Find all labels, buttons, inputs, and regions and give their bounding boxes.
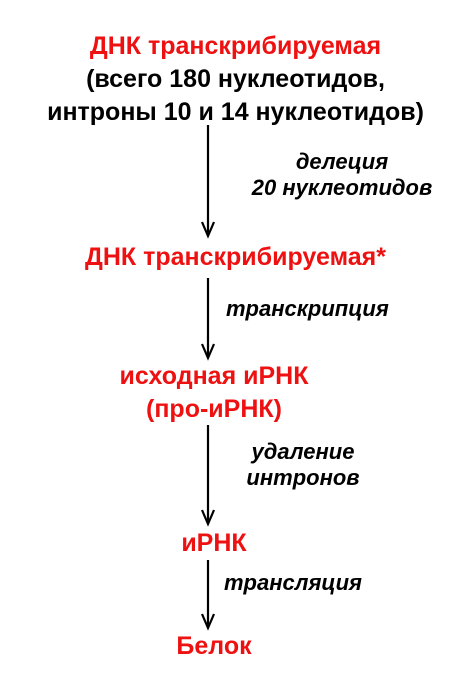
arrow-translation bbox=[200, 560, 216, 631]
step-splicing-line-2: интронов bbox=[246, 465, 360, 490]
step-translation: трансляция bbox=[224, 570, 404, 596]
step-transcription-label: транскрипция bbox=[226, 296, 389, 321]
step-transcription: транскрипция bbox=[226, 296, 436, 322]
node-pre-mrna: исходная иРНК (про-иРНК) bbox=[0, 360, 428, 426]
node-dna-modified: ДНК транскрибируемая* bbox=[0, 241, 471, 274]
node-dna-original-detail-2: интроны 10 и 14 нуклеотидов) bbox=[47, 98, 424, 126]
arrow-splicing bbox=[200, 425, 216, 527]
step-deletion-line-1: делеция bbox=[295, 149, 389, 174]
node-pre-mrna-line-1: исходная иРНК bbox=[119, 362, 309, 390]
arrow-transcription bbox=[200, 278, 216, 361]
node-protein-title: Белок bbox=[176, 632, 252, 660]
node-dna-original-detail-1: (всего 180 нуклеотидов, bbox=[86, 65, 385, 93]
node-pre-mrna-line-2: (про-иРНК) bbox=[146, 395, 282, 423]
step-splicing-line-1: удаление bbox=[251, 439, 355, 464]
step-splicing: удаление интронов bbox=[228, 439, 378, 491]
arrow-deletion bbox=[200, 125, 216, 239]
node-dna-modified-title: ДНК транскрибируемая* bbox=[85, 243, 386, 271]
step-deletion: делеция 20 нуклеотидов bbox=[222, 149, 462, 201]
node-protein: Белок bbox=[0, 630, 428, 663]
step-translation-label: трансляция bbox=[224, 570, 363, 595]
node-mrna-title: иРНК bbox=[181, 529, 247, 557]
node-dna-original-title: ДНК транскрибируемая bbox=[89, 32, 382, 60]
step-deletion-line-2: 20 нуклеотидов bbox=[251, 175, 433, 200]
node-dna-original: ДНК транскрибируемая (всего 180 нуклеоти… bbox=[0, 30, 471, 129]
node-mrna: иРНК bbox=[0, 527, 428, 560]
